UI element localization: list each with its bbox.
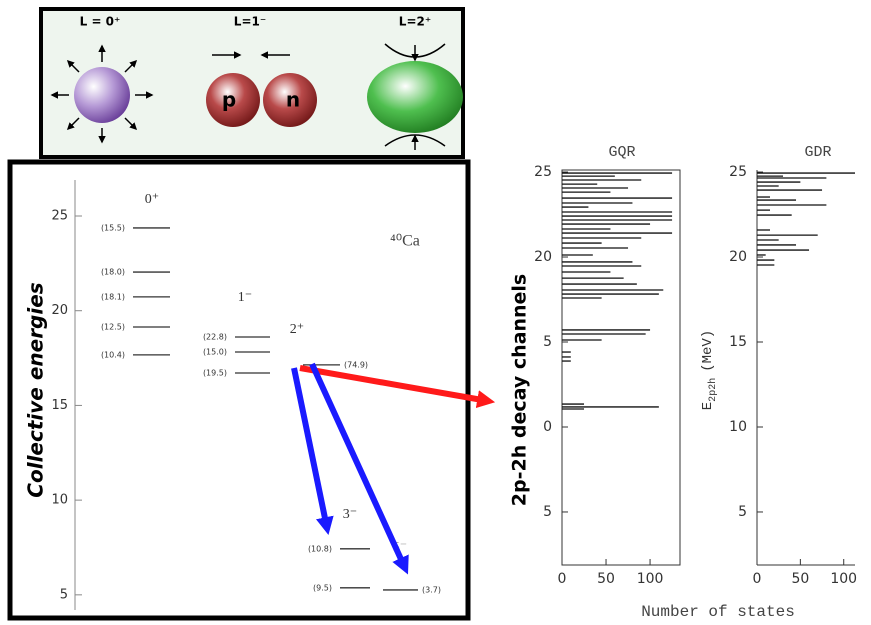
strength-label: (18.1) bbox=[101, 292, 125, 301]
y-axis-title: Collective energies bbox=[24, 282, 48, 497]
x-axis-title: Number of states bbox=[641, 603, 795, 621]
x-tick-label: 0 bbox=[753, 571, 762, 587]
y-tick-label: 20 bbox=[51, 303, 68, 318]
strength-label: (10.4) bbox=[101, 350, 125, 359]
y-tick-label: 5 bbox=[60, 587, 68, 602]
y-tick-label: 5 bbox=[738, 504, 747, 520]
y-tick-label: 20 bbox=[534, 249, 552, 265]
strength-label: (19.5) bbox=[203, 369, 227, 378]
mode-label: L = 0⁺ bbox=[80, 15, 121, 29]
strength-label: (9.5) bbox=[313, 583, 332, 592]
column-label: 0⁺ bbox=[145, 192, 159, 207]
y-tick-label: 25 bbox=[534, 164, 552, 180]
panel-title: GDR bbox=[804, 144, 831, 161]
mode-label: L=1⁻ bbox=[234, 15, 266, 29]
y-title-sub: 2p2h bbox=[707, 378, 719, 402]
strength-label: (3.7) bbox=[422, 585, 441, 594]
dipole: p n bbox=[206, 51, 317, 127]
strength-label: (74.9) bbox=[344, 360, 368, 369]
y-tick-label: 15 bbox=[729, 334, 747, 350]
mode-label: L=2⁺ bbox=[399, 15, 431, 29]
y-tick-label: 10 bbox=[729, 419, 747, 435]
particle: p bbox=[222, 88, 236, 112]
strength-label: (10.8) bbox=[308, 544, 332, 553]
y-title-main: E bbox=[700, 402, 716, 410]
y-title-unit: (MeV) bbox=[700, 330, 716, 372]
y-tick-label: 15 bbox=[51, 398, 68, 413]
y-tick-label: 25 bbox=[729, 164, 747, 180]
strength-label: (22.8) bbox=[203, 333, 227, 342]
levels: 25 20 15 10 5 0⁺ (15.5) (18.0) (18.1) (12.5) (10.4… bbox=[51, 192, 441, 602]
x-tick-label: 50 bbox=[791, 571, 809, 587]
strength-label: (15.0) bbox=[203, 348, 227, 357]
y-tick-label: 5 bbox=[543, 504, 552, 520]
y-tick-label: 20 bbox=[729, 249, 747, 265]
decay-title: 2p-2h decay channels bbox=[509, 274, 531, 506]
arrow-to-5minus bbox=[309, 362, 409, 575]
monopole bbox=[50, 44, 154, 144]
x-tick-label: 100 bbox=[830, 571, 857, 587]
nucleus: ⁴⁰Ca bbox=[390, 233, 420, 250]
column-label: 3⁻ bbox=[343, 507, 357, 522]
strength-label: (18.0) bbox=[101, 268, 125, 277]
arrow-to-3minus bbox=[291, 367, 334, 536]
y-tick-label: 25 bbox=[51, 208, 68, 223]
arrows bbox=[291, 362, 496, 575]
x-tick-label: 50 bbox=[597, 571, 615, 587]
y-tick-label: 10 bbox=[51, 493, 68, 508]
panel-title: GQR bbox=[608, 144, 635, 161]
y-tick-label: 0 bbox=[543, 419, 552, 435]
strength-label: (15.5) bbox=[101, 223, 125, 232]
quadrupole bbox=[367, 43, 463, 150]
strength-label: (12.5) bbox=[101, 322, 125, 331]
panel-y-title: E2p2h (MeV) bbox=[700, 330, 719, 410]
x-tick-label: 100 bbox=[637, 571, 664, 587]
y-tick-label: 5 bbox=[543, 334, 552, 350]
x-tick-label: 0 bbox=[558, 571, 567, 587]
panel-frame bbox=[561, 169, 681, 566]
column-label: 2⁺ bbox=[290, 322, 304, 337]
particle: n bbox=[286, 88, 300, 112]
column-label: 1⁻ bbox=[238, 290, 252, 305]
arrow-to-decay bbox=[299, 365, 496, 408]
